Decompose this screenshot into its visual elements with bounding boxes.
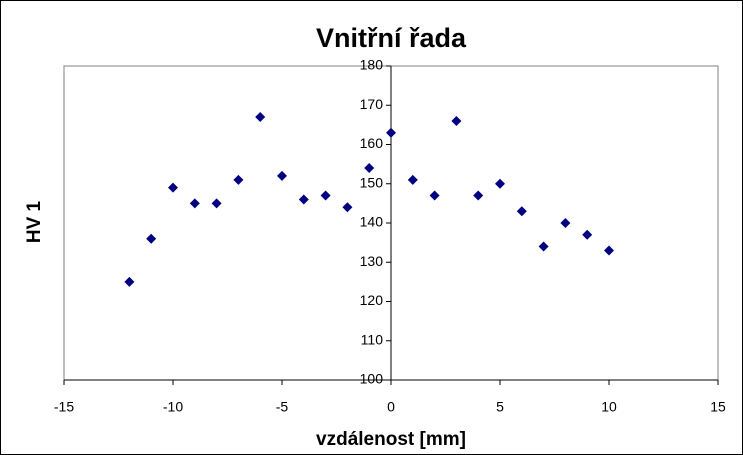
point (124, 276, 135, 287)
x-tick-label: 0 (387, 399, 395, 415)
y-axis-title: HV 1 (24, 200, 45, 243)
point (168, 182, 178, 193)
point (386, 127, 396, 138)
point (473, 190, 484, 201)
point (560, 218, 571, 228)
y-tick-label: 170 (360, 96, 384, 112)
y-tick-label: 100 (360, 371, 384, 387)
point (407, 174, 418, 185)
x-axis-title: vzdálenost [mm] (316, 429, 466, 450)
y-tick-label: 110 (361, 331, 384, 347)
point (298, 194, 309, 205)
point (604, 245, 614, 256)
point (211, 198, 222, 209)
point (582, 229, 593, 240)
x-tick-label: 15 (710, 399, 726, 415)
x-tick-label: 5 (496, 399, 504, 415)
point (364, 163, 375, 174)
point (451, 115, 462, 126)
point (495, 178, 505, 189)
point (429, 190, 440, 201)
y-tick-label: 180 (360, 57, 384, 73)
point (233, 174, 244, 185)
y-tick-label: 140 (360, 214, 384, 230)
point (255, 112, 266, 123)
x-tick-label: -10 (163, 399, 183, 415)
point (342, 202, 353, 213)
x-tick-label: -5 (276, 399, 289, 415)
y-tick-label: 130 (360, 253, 384, 269)
y-tick-label: 150 (360, 174, 384, 190)
chart-title: Vnitřní řada (316, 23, 467, 53)
point (277, 170, 287, 181)
point (320, 190, 331, 201)
point (516, 206, 527, 217)
y-tick-label: 160 (360, 135, 384, 151)
x-tick-label: -15 (54, 399, 74, 415)
x-tick-label: 10 (601, 399, 617, 415)
point (189, 198, 200, 209)
point (538, 241, 549, 252)
point (146, 233, 157, 244)
y-tick-label: 120 (360, 292, 384, 308)
